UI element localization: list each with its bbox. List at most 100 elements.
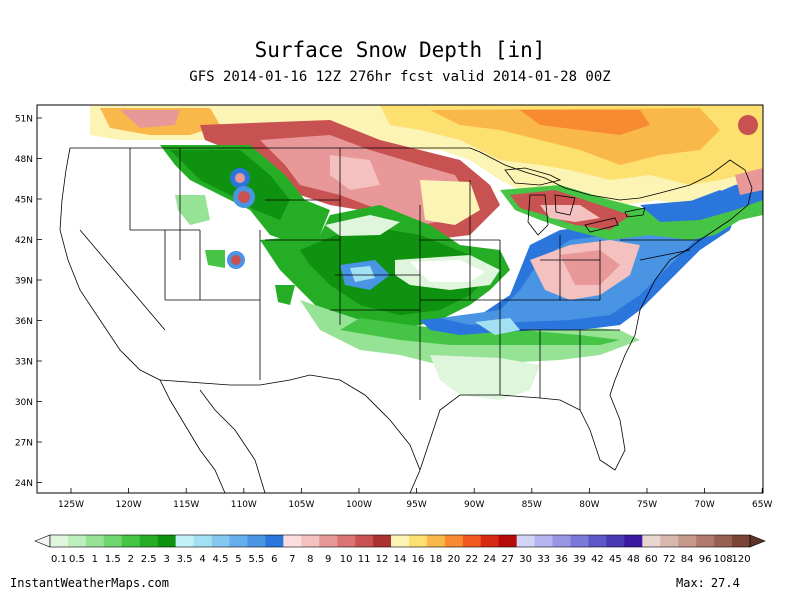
colorbar-swatch	[211, 535, 230, 547]
lat-tick-label: 51N	[15, 115, 33, 125]
lon-tick-label: 100W	[346, 500, 372, 510]
colorbar-swatch	[696, 535, 715, 547]
colorbar-label: 8	[307, 554, 313, 565]
colorbar-label: 39	[573, 554, 586, 565]
colorbar-label: 1.5	[105, 554, 121, 565]
colorbar-label: 84	[681, 554, 694, 565]
colorbar-label: 12	[376, 554, 389, 565]
colorbar-label: 2.5	[141, 554, 157, 565]
chart-subtitle: GFS 2014-01-16 12Z 276hr fcst valid 2014…	[189, 69, 611, 85]
map-frame	[36, 104, 764, 494]
colorbar-label: 4.5	[213, 554, 229, 565]
colorbar-label: 3	[163, 554, 169, 565]
colorbar-swatch	[121, 535, 141, 547]
lon-tick-label: 115W	[173, 500, 199, 510]
colorbar-label: 24	[483, 554, 496, 565]
colorbar-label: 11	[358, 554, 371, 565]
colorbar-label: 14	[394, 554, 407, 565]
colorbar-label: 27	[501, 554, 514, 565]
lon-tick-label: 95W	[406, 500, 426, 510]
lat-tick-label: 48N	[15, 155, 33, 165]
colorbar-swatch	[229, 535, 248, 547]
colorbar-label: 10	[340, 554, 353, 565]
colorbar-swatch	[534, 535, 553, 547]
lon-tick-label: 85W	[522, 500, 542, 510]
colorbar-swatch	[247, 535, 266, 547]
max-label: Max:	[676, 576, 705, 590]
lat-tick-label: 33N	[15, 358, 33, 368]
colorbar-label: 30	[519, 554, 532, 565]
chart-title: Surface Snow Depth [in]	[254, 38, 546, 62]
lat-tick-label: 30N	[15, 398, 33, 408]
colorbar-swatch	[714, 535, 733, 547]
colorbar-label: 2	[128, 554, 134, 565]
colorbar-swatch	[355, 535, 374, 547]
lon-tick-label: 80W	[579, 500, 599, 510]
colorbar-label: 7	[289, 554, 295, 565]
colorbar-label: 60	[645, 554, 658, 565]
colorbar-swatch	[642, 535, 661, 547]
colorbar-label: 36	[555, 554, 568, 565]
colorbar-swatch	[408, 535, 428, 547]
colorbar-label: 3.5	[177, 554, 193, 565]
colorbar-swatch	[67, 535, 87, 547]
lon-tick-label: 70W	[694, 500, 714, 510]
colorbar-swatch	[660, 535, 679, 547]
colorbar-label: 5	[235, 554, 241, 565]
colorbar-label: 33	[537, 554, 550, 565]
colorbar-label: 4	[199, 554, 205, 565]
longitude-axis: 125W 120W 115W 110W 105W 100W 95W 90W 85W 80W 75W 7…	[58, 488, 772, 510]
colorbar-swatch	[85, 535, 105, 547]
lat-tick-label: 36N	[15, 317, 33, 327]
latitude-axis: 51N 48N 45N 42N 39N 36N 33N 30N 27N 24N	[15, 115, 42, 489]
colorbar-swatch	[732, 535, 751, 547]
colorbar-swatch	[552, 535, 571, 547]
colorbar-label: 20	[447, 554, 460, 565]
colorbar-swatch	[480, 535, 500, 547]
lon-tick-label: 120W	[116, 500, 142, 510]
colorbar-label: 0.1	[51, 554, 67, 565]
lat-tick-label: 39N	[15, 277, 33, 287]
colorbar-label: 96	[699, 554, 712, 565]
colorbar-label: 42	[591, 554, 604, 565]
max-value: 27.4	[710, 576, 740, 590]
colorbar-label: 16	[412, 554, 425, 565]
lon-tick-label: 110W	[231, 500, 257, 510]
colorbar-swatch	[426, 535, 446, 547]
colorbar-label: 108	[714, 554, 733, 565]
lon-tick-label: 65W	[752, 500, 772, 510]
lon-tick-label: 125W	[58, 500, 84, 510]
lat-tick-label: 42N	[15, 236, 33, 246]
credit-text: InstantWeatherMaps.com	[10, 576, 169, 590]
colorbar-label: 48	[627, 554, 640, 565]
colorbar-swatch	[283, 535, 302, 547]
colorbar-label: 72	[663, 554, 676, 565]
map-outlines	[59, 147, 753, 493]
colorbar-swatch	[157, 535, 176, 547]
colorbar-swatch	[337, 535, 356, 547]
lat-tick-label: 27N	[15, 439, 33, 449]
lon-tick-label: 105W	[288, 500, 314, 510]
colorbar-swatch	[624, 535, 643, 547]
colorbar-label: 0.5	[69, 554, 85, 565]
colorbar-label: 120	[731, 554, 750, 565]
colorbar-label: 45	[609, 554, 622, 565]
colorbar-swatch	[570, 535, 589, 547]
colorbar-swatch	[498, 535, 517, 547]
lat-tick-label: 45N	[15, 196, 33, 206]
colorbar-label: 9	[325, 554, 331, 565]
colorbar-label: 18	[430, 554, 443, 565]
colorbar-swatch	[265, 535, 284, 547]
colorbar-swatch	[301, 535, 320, 547]
colorbar-swatch	[175, 535, 194, 547]
colorbar-label: 6	[271, 554, 277, 565]
colorbar-swatch	[516, 535, 535, 547]
colorbar-swatch	[50, 535, 69, 547]
colorbar-label: 5.5	[248, 554, 264, 565]
lon-tick-label: 75W	[637, 500, 657, 510]
colorbar-swatch	[678, 535, 697, 547]
colorbar-min-arrow	[34, 534, 51, 548]
colorbar-swatch	[373, 535, 392, 547]
colorbar-swatch	[462, 535, 482, 547]
